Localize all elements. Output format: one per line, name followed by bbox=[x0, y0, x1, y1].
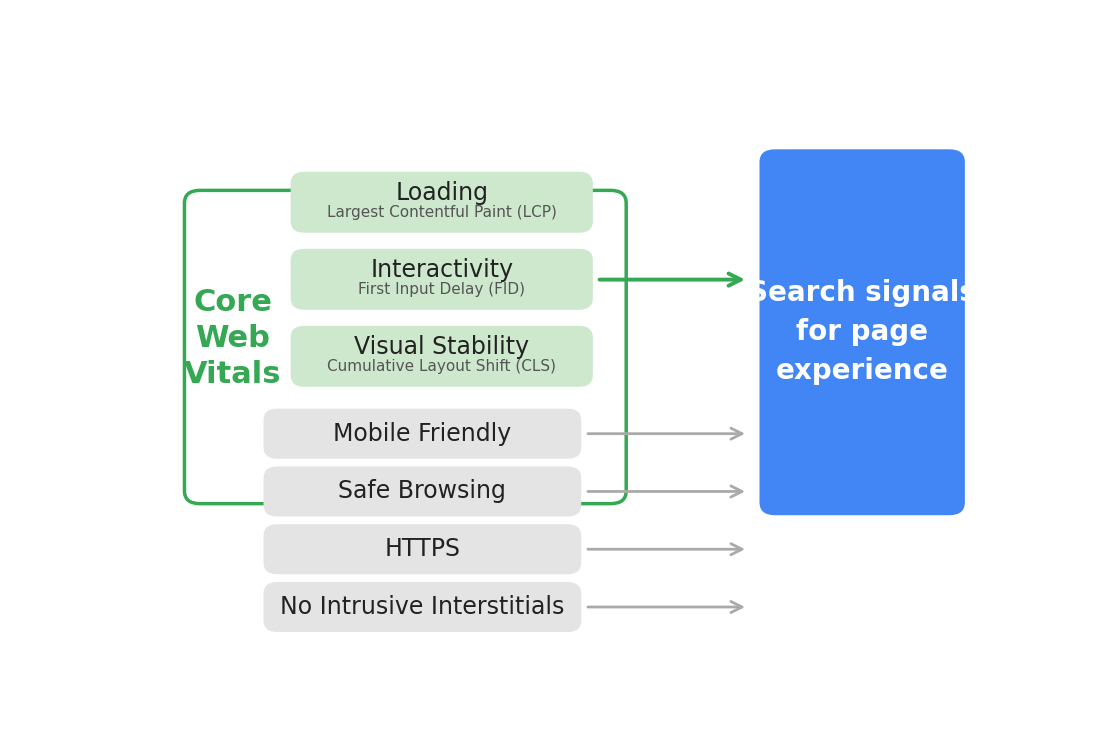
Text: Interactivity: Interactivity bbox=[371, 258, 513, 282]
Text: No Intrusive Interstitials: No Intrusive Interstitials bbox=[280, 595, 565, 619]
FancyBboxPatch shape bbox=[263, 408, 581, 459]
Text: Visual Stability: Visual Stability bbox=[354, 335, 529, 359]
FancyBboxPatch shape bbox=[290, 326, 593, 387]
FancyBboxPatch shape bbox=[184, 190, 626, 504]
FancyBboxPatch shape bbox=[263, 466, 581, 517]
FancyBboxPatch shape bbox=[263, 582, 581, 632]
Text: Cumulative Layout Shift (CLS): Cumulative Layout Shift (CLS) bbox=[327, 359, 556, 374]
Text: Core
Web
Vitals: Core Web Vitals bbox=[184, 288, 281, 389]
Text: Loading: Loading bbox=[395, 181, 489, 205]
FancyBboxPatch shape bbox=[290, 249, 593, 310]
Text: Search signals
for page
experience: Search signals for page experience bbox=[748, 279, 975, 385]
Text: First Input Delay (FID): First Input Delay (FID) bbox=[358, 282, 526, 297]
Text: HTTPS: HTTPS bbox=[384, 537, 461, 561]
Text: Safe Browsing: Safe Browsing bbox=[338, 480, 507, 503]
FancyBboxPatch shape bbox=[760, 150, 965, 515]
FancyBboxPatch shape bbox=[290, 171, 593, 233]
Text: Largest Contentful Paint (LCP): Largest Contentful Paint (LCP) bbox=[327, 205, 557, 220]
FancyBboxPatch shape bbox=[263, 524, 581, 575]
Text: Mobile Friendly: Mobile Friendly bbox=[334, 422, 511, 446]
